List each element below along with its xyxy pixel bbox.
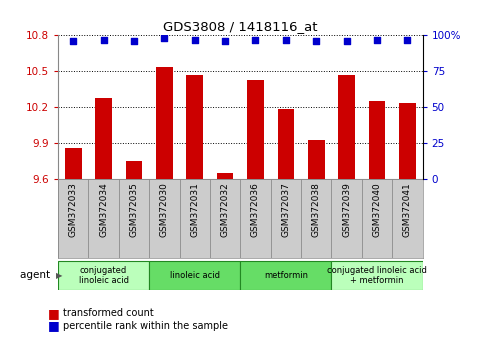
FancyBboxPatch shape — [180, 179, 210, 258]
Text: metformin: metformin — [264, 271, 308, 280]
Text: percentile rank within the sample: percentile rank within the sample — [63, 321, 228, 331]
Point — [130, 38, 138, 44]
FancyBboxPatch shape — [241, 179, 270, 258]
FancyBboxPatch shape — [392, 179, 423, 258]
Point — [191, 37, 199, 42]
Text: GSM372030: GSM372030 — [160, 182, 169, 237]
Text: ■: ■ — [48, 319, 64, 332]
Bar — [247, 80, 264, 179]
FancyBboxPatch shape — [149, 179, 180, 258]
Point — [99, 37, 107, 42]
FancyBboxPatch shape — [270, 179, 301, 258]
Bar — [308, 140, 325, 179]
Point — [343, 38, 351, 44]
Text: GSM372036: GSM372036 — [251, 182, 260, 237]
Bar — [126, 161, 142, 179]
Point — [221, 38, 229, 44]
Text: conjugated linoleic acid
+ metformin: conjugated linoleic acid + metformin — [327, 266, 427, 285]
Text: GSM372039: GSM372039 — [342, 182, 351, 237]
FancyBboxPatch shape — [301, 179, 331, 258]
Text: transformed count: transformed count — [63, 308, 154, 318]
FancyBboxPatch shape — [58, 179, 88, 258]
Point — [160, 35, 168, 41]
Text: GSM372032: GSM372032 — [221, 182, 229, 237]
FancyBboxPatch shape — [88, 179, 119, 258]
Bar — [65, 148, 82, 179]
Bar — [186, 75, 203, 179]
Bar — [338, 75, 355, 179]
Text: GSM372038: GSM372038 — [312, 182, 321, 237]
Text: ▶: ▶ — [56, 271, 62, 280]
Text: ■: ■ — [48, 307, 64, 320]
FancyBboxPatch shape — [331, 261, 423, 290]
Text: GSM372031: GSM372031 — [190, 182, 199, 237]
Text: GSM372034: GSM372034 — [99, 182, 108, 237]
Bar — [399, 103, 416, 179]
Point — [69, 38, 77, 44]
Text: linoleic acid: linoleic acid — [170, 271, 220, 280]
Title: GDS3808 / 1418116_at: GDS3808 / 1418116_at — [163, 20, 317, 33]
Bar — [369, 101, 385, 179]
Text: GSM372035: GSM372035 — [129, 182, 139, 237]
FancyBboxPatch shape — [119, 179, 149, 258]
Text: GSM372037: GSM372037 — [282, 182, 290, 237]
Text: GSM372040: GSM372040 — [372, 182, 382, 237]
Text: GSM372041: GSM372041 — [403, 182, 412, 237]
FancyBboxPatch shape — [149, 261, 241, 290]
FancyBboxPatch shape — [210, 179, 241, 258]
FancyBboxPatch shape — [241, 261, 331, 290]
FancyBboxPatch shape — [58, 261, 149, 290]
Point — [373, 37, 381, 42]
Bar — [217, 173, 233, 179]
Point — [404, 37, 412, 42]
FancyBboxPatch shape — [362, 179, 392, 258]
Bar — [156, 67, 173, 179]
Text: GSM372033: GSM372033 — [69, 182, 78, 237]
Text: agent: agent — [20, 270, 53, 280]
Bar — [95, 98, 112, 179]
Point — [313, 38, 320, 44]
FancyBboxPatch shape — [331, 179, 362, 258]
Text: conjugated
linoleic acid: conjugated linoleic acid — [79, 266, 128, 285]
Point — [252, 37, 259, 42]
Bar — [278, 109, 294, 179]
Point — [282, 37, 290, 42]
